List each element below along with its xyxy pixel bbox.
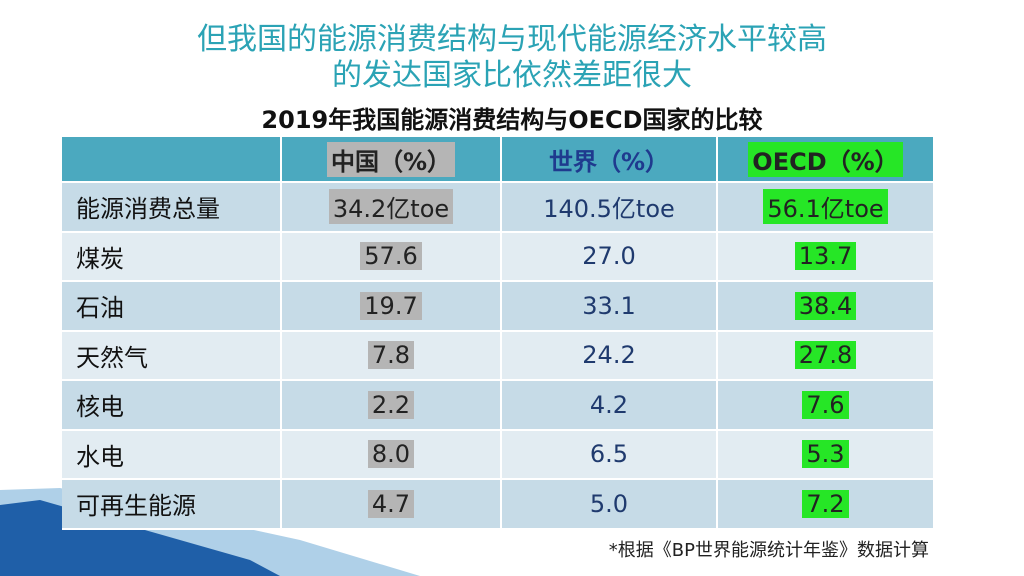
cell-value: 5.0 — [589, 489, 629, 518]
table-cell: 7.2 — [718, 480, 935, 530]
table-cell: 140.5亿toe — [502, 183, 718, 233]
title-line: 的发达国家比依然差距很大 — [332, 58, 692, 93]
cell-value: 7.6 — [802, 390, 849, 419]
table-cell: 5.3 — [718, 430, 935, 480]
cell-value: 27.8 — [794, 341, 857, 370]
table-cell: 56.1亿toe — [718, 183, 935, 233]
column-header: 中国（%） — [326, 141, 456, 177]
table-cell: 13.7 — [718, 232, 935, 282]
cell-value: 34.2亿toe — [328, 189, 454, 225]
cell-value: 7.8 — [367, 341, 415, 370]
cell-value: 2.2 — [367, 390, 415, 419]
cell-value: 4.2 — [589, 390, 629, 419]
cell-value: 56.1亿toe — [763, 189, 888, 225]
footnote: *根据《BP世界能源统计年鉴》数据计算 — [608, 540, 929, 561]
column-header: OECD（%） — [748, 141, 903, 177]
table-cell: 33.1 — [502, 282, 718, 332]
cell-value: 4.7 — [367, 489, 415, 518]
cell-value: 6.5 — [589, 440, 629, 469]
cell-value: 7.2 — [802, 489, 849, 518]
table-cell: 27.0 — [502, 232, 718, 282]
cell-value: 57.6 — [360, 242, 422, 271]
cell-value: 140.5亿toe — [543, 195, 675, 224]
row-label: 水电 — [76, 442, 124, 471]
row-label-cell: 石油 — [62, 282, 282, 332]
cell-value: 27.0 — [582, 242, 636, 271]
table-cell: 6.5 — [502, 430, 718, 480]
table-cell: 7.6 — [718, 381, 935, 431]
table-cell: 7.8 — [282, 331, 502, 381]
row-label-cell: 能源消费总量 — [62, 183, 282, 233]
table-cell: 24.2 — [502, 331, 718, 381]
table-cell: 38.4 — [718, 282, 935, 332]
table: 中国（%） 世界（%） OECD（%） 能源消费总量 34.2亿toe 140.5亿toe… — [62, 137, 935, 532]
header-cell: OECD（%） — [718, 137, 935, 183]
row-label: 煤炭 — [76, 244, 124, 273]
table-cell: 27.8 — [718, 331, 935, 381]
header-cell: 世界（%） — [502, 137, 718, 183]
cell-value: 8.0 — [367, 440, 415, 469]
header-cell: 中国（%） — [282, 137, 502, 183]
row-label-cell: 水电 — [62, 430, 282, 480]
row-label-cell: 煤炭 — [62, 232, 282, 282]
cell-value: 13.7 — [794, 242, 857, 271]
row-label: 可再生能源 — [76, 492, 196, 521]
title-line: 但我国的能源消费结构与现代能源经济水平较高 — [197, 22, 827, 57]
table-cell: 2.2 — [282, 381, 502, 431]
cell-value: 33.1 — [582, 291, 636, 320]
table-cell: 34.2亿toe — [282, 183, 502, 233]
table-cell: 8.0 — [282, 430, 502, 480]
column-header: 世界（%） — [548, 147, 670, 176]
table-cell: 19.7 — [282, 282, 502, 332]
row-label: 核电 — [76, 393, 124, 422]
cell-value: 38.4 — [794, 291, 857, 320]
row-label: 天然气 — [76, 343, 148, 372]
table-cell: 4.7 — [282, 480, 502, 530]
table-cell: 5.0 — [502, 480, 718, 530]
row-label: 石油 — [76, 294, 124, 323]
cell-value: 5.3 — [802, 440, 849, 469]
table-cell: 4.2 — [502, 381, 718, 431]
cell-value: 19.7 — [360, 291, 422, 320]
header-cell — [62, 137, 282, 183]
row-label-cell: 可再生能源 — [62, 480, 282, 530]
row-label-cell: 核电 — [62, 381, 282, 431]
subtitle: 2019年我国能源消费结构与OECD国家的比较 — [261, 106, 763, 134]
cell-value: 24.2 — [582, 341, 636, 370]
row-label: 能源消费总量 — [76, 195, 220, 224]
table-cell: 57.6 — [282, 232, 502, 282]
row-label-cell: 天然气 — [62, 331, 282, 381]
